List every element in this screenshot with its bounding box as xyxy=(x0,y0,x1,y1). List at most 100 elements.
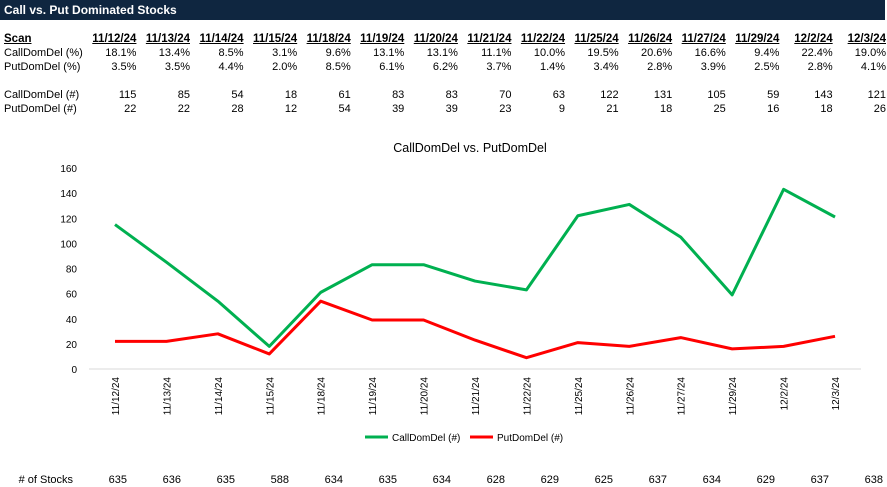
stocks-count: 588 xyxy=(270,474,289,486)
stocks-count: 636 xyxy=(162,474,181,486)
date-header: 11/25/24 xyxy=(574,33,619,45)
line-chart: CallDomDel vs. PutDomDel 0 20 40 60 80 100 120 1… xyxy=(60,141,861,444)
table-cell: 39 xyxy=(392,103,405,115)
table-cell: 22.4% xyxy=(801,47,833,59)
x-tick-label: 11/18/24 xyxy=(317,377,328,416)
legend-label: PutDomDel (#) xyxy=(497,433,563,444)
table-cell: 131 xyxy=(653,89,673,101)
table-cell: 8.5% xyxy=(218,47,244,59)
date-header: 12/2/24 xyxy=(794,33,833,45)
stocks-count: 628 xyxy=(486,474,505,486)
y-tick-label: 120 xyxy=(60,214,77,225)
x-tick-label: 11/26/24 xyxy=(625,377,636,416)
date-header: 11/13/24 xyxy=(145,33,190,45)
table-cell: 18.1% xyxy=(105,47,137,59)
table-cell: 3.5% xyxy=(111,61,137,73)
table-cell: 19.5% xyxy=(587,47,619,59)
table-cell: 1.4% xyxy=(539,61,566,73)
table-cell: 2.8% xyxy=(647,61,673,73)
y-tick-label: 0 xyxy=(71,365,77,376)
table-cell: 61 xyxy=(338,89,351,101)
date-header: 11/27/24 xyxy=(681,33,726,45)
x-tick-label: 11/20/24 xyxy=(420,377,431,416)
table-cell: 115 xyxy=(118,89,137,101)
stocks-count: 634 xyxy=(432,474,451,486)
table-cell: 13.1% xyxy=(373,47,405,59)
x-tick-label: 11/12/24 xyxy=(111,377,122,416)
table-cell: 6.1% xyxy=(379,61,405,73)
legend-label: CallDomDel (#) xyxy=(392,433,460,444)
table-cell: 13.1% xyxy=(426,47,458,59)
date-header: 11/26/24 xyxy=(628,33,673,45)
stocks-count: 635 xyxy=(378,474,397,486)
date-header: 11/21/24 xyxy=(467,33,512,45)
x-tick-label: 11/14/24 xyxy=(214,377,225,416)
table-cell: 23 xyxy=(499,103,512,115)
table-cell: 16.6% xyxy=(694,47,726,59)
table-cell: 9.6% xyxy=(325,47,351,59)
y-tick-label: 100 xyxy=(60,239,77,250)
date-header: 11/12/24 xyxy=(92,33,137,45)
x-tick-label: 12/3/24 xyxy=(831,377,842,411)
x-tick-label: 11/21/24 xyxy=(471,377,482,416)
table-cell: 105 xyxy=(707,89,726,101)
stocks-count: 634 xyxy=(324,474,343,486)
header-row: Scan 11/12/24 11/13/24 11/14/24 11/15/24 11/1… xyxy=(0,32,887,46)
row-label: CallDomDel (%) xyxy=(4,47,83,59)
stocks-count-row: # of Stocks 635 636 635 588 634 635 634 628 629 62… xyxy=(0,473,884,487)
x-tick-label: 11/25/24 xyxy=(574,377,585,416)
table-cell: 3.5% xyxy=(164,61,190,73)
row-label: CallDomDel (#) xyxy=(4,89,80,101)
table-cell: 3.4% xyxy=(593,61,619,73)
table-cell: 85 xyxy=(177,89,190,101)
table-cell: 12 xyxy=(284,103,298,115)
table-cell: 25 xyxy=(713,103,726,115)
y-tick-label: 20 xyxy=(66,340,78,351)
table-row: CallDomDel (#) 115 85 54 18 61 83 83 70 63 122 131 1… xyxy=(0,88,887,102)
table-cell: 26 xyxy=(873,103,886,115)
table-cell: 143 xyxy=(814,89,833,101)
table-cell: 54 xyxy=(231,89,244,101)
table-cell: 2.5% xyxy=(754,61,780,73)
table-cell: 121 xyxy=(867,89,886,101)
table-cell: 22 xyxy=(124,103,137,115)
table-cell: 9 xyxy=(558,103,566,115)
table-cell: 16 xyxy=(767,103,780,115)
x-tick-label: 11/13/24 xyxy=(162,377,173,416)
table-cell: 3.7% xyxy=(486,61,512,73)
row-label: PutDomDel (#) xyxy=(4,103,77,115)
table-cell: 18 xyxy=(820,103,833,115)
table-cell: 20.6% xyxy=(641,47,673,59)
date-header: 11/20/24 xyxy=(413,33,458,45)
y-tick-label: 140 xyxy=(60,189,77,200)
date-header: 11/22/24 xyxy=(520,33,566,45)
stocks-count: 629 xyxy=(540,474,559,486)
stocks-count: 638 xyxy=(864,474,883,486)
data-table: Scan 11/12/24 11/13/24 11/14/24 11/15/24 11/1… xyxy=(0,32,887,116)
chart-title: CallDomDel vs. PutDomDel xyxy=(393,141,547,155)
table-cell: 59 xyxy=(767,89,780,101)
table-cell: 22 xyxy=(177,103,190,115)
table-cell: 8.5% xyxy=(325,61,351,73)
table-row: PutDomDel (%) 3.5% 3.5% 4.4% 2.0% 8.5% 6.1% 6.2… xyxy=(0,60,887,74)
table-cell: 39 xyxy=(445,103,458,115)
y-tick-label: 60 xyxy=(66,290,78,301)
stocks-count: 629 xyxy=(756,474,775,486)
x-tick-label: 11/19/24 xyxy=(368,377,379,416)
sheet-title: Call vs. Put Dominated Stocks xyxy=(0,0,885,20)
x-tick-label: 11/15/24 xyxy=(265,377,276,416)
table-row: PutDomDel (#) 22 22 28 12 54 39 39 23 9 21 18 25 16 18… xyxy=(0,102,887,116)
y-tick-label: 160 xyxy=(60,164,77,175)
table-cell: 2.0% xyxy=(272,61,298,73)
date-header: 12/3/24 xyxy=(847,33,886,45)
date-header: 11/19/24 xyxy=(360,33,405,45)
table-cell: 3.9% xyxy=(700,61,726,73)
x-tick-label: 11/27/24 xyxy=(677,377,688,416)
table-cell: 13.4% xyxy=(158,47,190,59)
table-cell: 83 xyxy=(392,89,405,101)
table-cell: 2.8% xyxy=(807,61,833,73)
table-cell: 4.4% xyxy=(218,61,244,73)
table-cell: 9.4% xyxy=(754,47,780,59)
stocks-count: 634 xyxy=(702,474,721,486)
table-cell: 54 xyxy=(338,103,351,115)
